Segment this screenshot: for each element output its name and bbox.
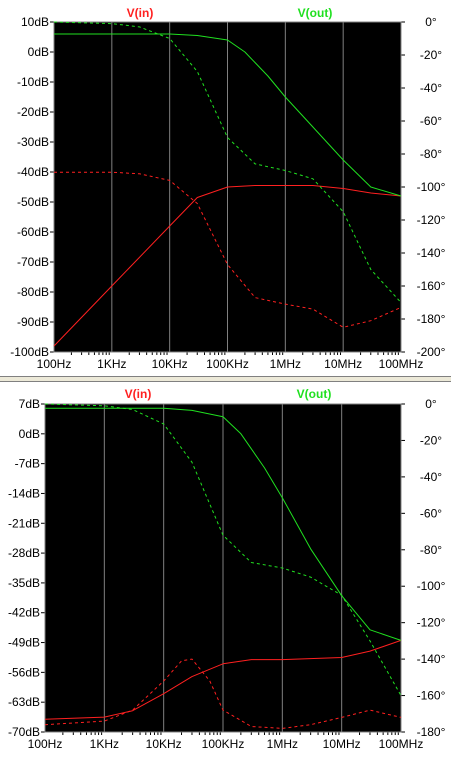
x-tick-label: 10MHz [323, 737, 361, 751]
x-tick-label: 100Hz [28, 737, 63, 751]
x-tick-label: 10KHz [146, 737, 182, 751]
y-tick-label: -63dB [8, 695, 40, 709]
y-tick-label: -80dB [17, 285, 49, 299]
y-tick-label: -49dB [8, 636, 40, 650]
y2-tick-label: -120° [417, 213, 446, 227]
series-vin-phase [44, 658, 402, 729]
y2-tick-label: -40° [420, 81, 442, 95]
series-vout-magnitude [45, 407, 402, 641]
bode-chart-top-svg: 100Hz 1KHz 10KHz 100KHz 1MHz 10MHz 100MHz 10dB 0… [10, 6, 446, 371]
x-tick-label: 100KHz [202, 737, 245, 751]
bode-chart-bottom-svg: 100Hz 1KHz 10KHz 100KHz 1MHz 10MHz 100MHz 7dB 0d… [8, 387, 446, 751]
y-tick-label: -70dB [8, 725, 40, 739]
y-tick-label: -70dB [17, 255, 49, 269]
legend-vin[interactable]: V(in) [125, 387, 152, 401]
bode-plot-top: 100Hz 1KHz 10KHz 100KHz 1MHz 10MHz 100MHz 10dB 0… [0, 0, 451, 377]
x-tick-label: 1KHz [97, 357, 126, 371]
y2-tick-label: 0° [425, 15, 437, 29]
y2-tick-label: -20° [420, 48, 442, 62]
y-tick-label: -56dB [8, 665, 40, 679]
y-tick-label: -21dB [8, 516, 40, 530]
y2-tick-label: -140° [417, 652, 446, 666]
x-tick-label: 100Hz [37, 357, 72, 371]
y-tick-label: -90dB [17, 315, 49, 329]
y-tick-label: -42dB [8, 606, 40, 620]
y2-tick-label: -200° [417, 345, 446, 359]
y2-tick-label: -60° [420, 114, 442, 128]
plot-frame-1 [44, 403, 402, 733]
legend-vout[interactable]: V(out) [297, 387, 332, 401]
y2-tick-label: -180° [417, 312, 446, 326]
y2-tick-label: -140° [417, 246, 446, 260]
x-tick-label: 1MHz [270, 357, 301, 371]
y2-tick-label: -120° [417, 616, 446, 630]
y-tick-label: -10dB [17, 75, 49, 89]
y2-tick-label: -20° [420, 433, 442, 447]
y2-tick-label: -60° [420, 506, 442, 520]
x-tick-label: 10MHz [324, 357, 362, 371]
y2-tick-label: -40° [420, 470, 442, 484]
x-tick-label: 1MHz [267, 737, 298, 751]
y2-tick-label: -80° [420, 543, 442, 557]
series-vin-phase [54, 171, 402, 328]
y2-tick-label: -160° [417, 689, 446, 703]
bode-plot-bottom: 100Hz 1KHz 10KHz 100KHz 1MHz 10MHz 100MHz 7dB 0d… [0, 381, 451, 759]
y-tick-label: -20dB [17, 105, 49, 119]
y2-tick-label: 0° [425, 397, 437, 411]
y2-tick-label: -100° [417, 579, 446, 593]
y2-tick-label: -160° [417, 279, 446, 293]
x-tick-label: 100KHz [206, 357, 249, 371]
y-tick-label: -60dB [17, 225, 49, 239]
y-tick-label: -7dB [15, 457, 40, 471]
y-tick-label: -50dB [17, 195, 49, 209]
y-tick-label: -30dB [17, 135, 49, 149]
y-tick-label: -40dB [17, 165, 49, 179]
y-tick-label: -28dB [8, 546, 40, 560]
legend-vin[interactable]: V(in) [127, 6, 154, 20]
y-tick-label: 0dB [19, 427, 40, 441]
series-vout-phase [53, 21, 402, 303]
series-vin-magnitude [53, 185, 402, 347]
legend-vout[interactable]: V(out) [298, 6, 333, 20]
y-tick-label: -100dB [10, 345, 49, 359]
plot-frame-0 [53, 21, 402, 353]
y-tick-label: 10dB [21, 15, 49, 29]
x-tick-label: 10KHz [152, 357, 188, 371]
y2-tick-label: -80° [420, 147, 442, 161]
y2-tick-label: -180° [417, 725, 446, 739]
series-vout-magnitude [54, 33, 402, 197]
y-tick-label: 0dB [28, 45, 49, 59]
y-tick-label: -14dB [8, 486, 40, 500]
x-tick-label: 1KHz [90, 737, 119, 751]
y-tick-label: 7dB [19, 397, 40, 411]
y2-tick-label: -100° [417, 180, 446, 194]
x-tick-label: 100MHz [379, 737, 424, 751]
y-tick-label: -35dB [8, 576, 40, 590]
x-tick-label: 100MHz [379, 357, 424, 371]
series-vin-magnitude [44, 639, 402, 720]
